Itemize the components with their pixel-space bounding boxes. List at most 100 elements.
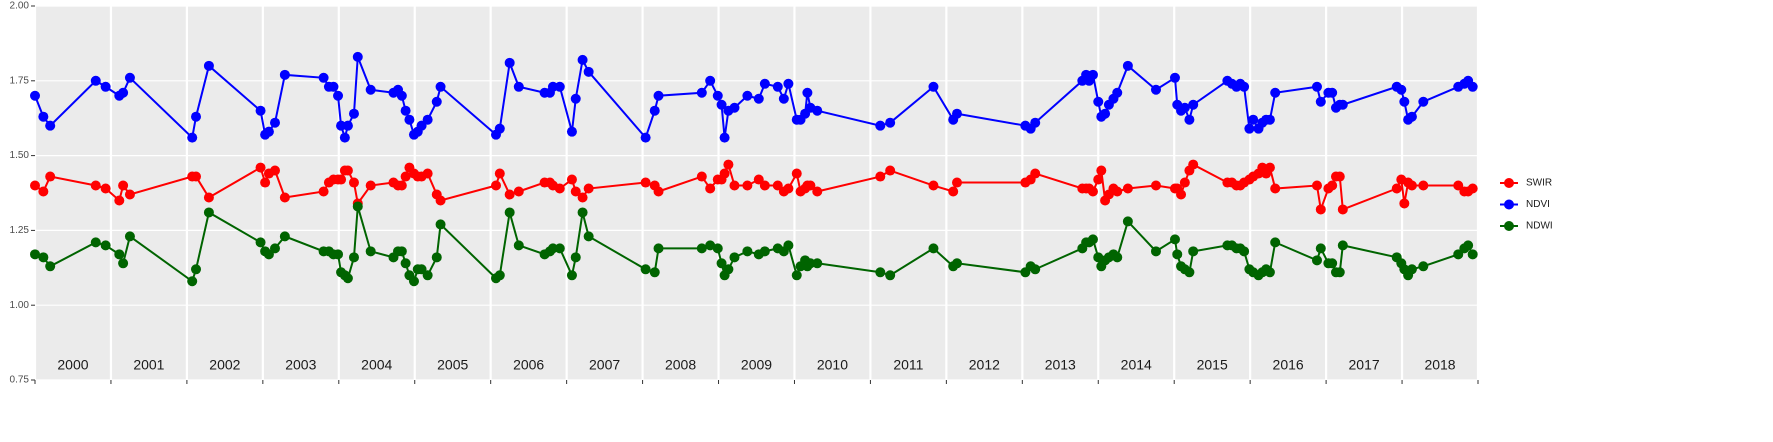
year-label: 2005	[437, 357, 468, 373]
point	[1150, 180, 1161, 191]
point	[191, 264, 202, 275]
point	[1406, 111, 1417, 122]
legend-label: NDWI	[1526, 221, 1553, 232]
point	[118, 87, 129, 98]
point	[696, 171, 707, 182]
point	[1315, 243, 1326, 254]
point	[400, 105, 411, 116]
point	[38, 186, 49, 197]
year-label: 2013	[1045, 357, 1076, 373]
point	[1399, 198, 1410, 209]
point	[577, 54, 588, 65]
point	[1270, 87, 1281, 98]
point	[431, 96, 442, 107]
point	[422, 168, 433, 179]
legend-label: NDVI	[1526, 199, 1550, 210]
point	[90, 237, 101, 248]
point	[396, 90, 407, 101]
point	[30, 180, 40, 191]
point	[1264, 114, 1275, 125]
point	[885, 165, 896, 176]
point	[875, 120, 886, 131]
point	[885, 270, 896, 281]
year-label: 2017	[1349, 357, 1380, 373]
point	[570, 186, 581, 197]
point	[875, 267, 886, 278]
point	[577, 207, 588, 218]
year-label: 2012	[969, 357, 1000, 373]
point	[352, 201, 363, 212]
point	[352, 51, 363, 62]
point	[1270, 237, 1281, 248]
point	[1087, 186, 1098, 197]
point	[491, 180, 502, 191]
point	[422, 114, 433, 125]
year-label: 2007	[589, 357, 620, 373]
point	[255, 237, 266, 248]
point	[1311, 180, 1322, 191]
point	[431, 252, 442, 263]
point	[952, 177, 963, 188]
point	[1169, 72, 1180, 83]
point	[1467, 183, 1478, 194]
plot-panel	[35, 6, 1478, 380]
point	[928, 180, 939, 191]
point	[885, 117, 896, 128]
y-tick-label: 2.00	[10, 1, 30, 12]
point	[570, 93, 581, 104]
point	[812, 186, 823, 197]
point	[1100, 108, 1111, 119]
point	[45, 261, 56, 272]
point	[100, 81, 111, 92]
point	[1467, 249, 1478, 260]
legend-marker	[1504, 221, 1514, 231]
legend: SWIR NDVI NDWI	[1500, 178, 1553, 232]
point	[30, 249, 40, 260]
point	[772, 81, 783, 92]
point	[719, 132, 730, 143]
point	[1406, 264, 1417, 275]
point	[1169, 234, 1180, 245]
point	[566, 174, 577, 185]
point	[1184, 114, 1195, 125]
point	[759, 246, 770, 257]
point	[1112, 87, 1123, 98]
year-label: 2014	[1121, 357, 1152, 373]
point	[100, 183, 111, 194]
point	[187, 276, 198, 287]
point	[1391, 183, 1402, 194]
point	[90, 75, 101, 86]
point	[1184, 267, 1195, 278]
point	[812, 105, 823, 116]
point	[269, 165, 280, 176]
y-tick-label: 1.00	[10, 300, 30, 311]
point	[1315, 204, 1326, 215]
point	[263, 126, 274, 137]
point	[653, 90, 664, 101]
point	[928, 81, 939, 92]
point	[1179, 177, 1190, 188]
point	[696, 87, 707, 98]
point	[1334, 267, 1345, 278]
point	[260, 177, 271, 188]
point	[1112, 252, 1123, 263]
point	[336, 174, 347, 185]
year-label: 2001	[133, 357, 164, 373]
point	[348, 177, 359, 188]
point	[118, 258, 129, 269]
y-tick-label: 1.75	[10, 75, 30, 86]
point	[1176, 189, 1187, 200]
point	[1311, 255, 1322, 266]
point	[1264, 267, 1275, 278]
point	[640, 177, 651, 188]
point	[875, 171, 886, 182]
point	[928, 243, 939, 254]
point	[1244, 123, 1255, 134]
legend-marker	[1504, 199, 1514, 210]
point	[494, 270, 505, 281]
point	[712, 90, 723, 101]
point	[513, 186, 524, 197]
point	[1188, 246, 1199, 257]
point	[1150, 84, 1161, 95]
point	[753, 93, 764, 104]
